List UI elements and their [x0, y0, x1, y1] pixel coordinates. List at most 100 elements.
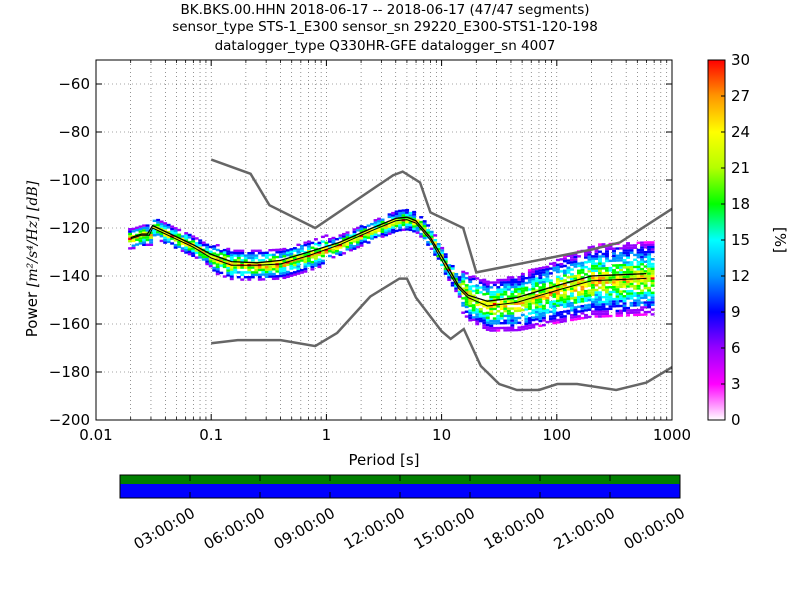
heatmap-cell — [612, 269, 616, 272]
heatmap-cell — [615, 264, 620, 267]
heatmap-cell — [587, 246, 592, 249]
heatmap-cell — [356, 229, 360, 232]
heatmap-cell — [524, 305, 529, 309]
heatmap-cell — [285, 253, 290, 257]
heatmap-cell — [615, 247, 620, 250]
heatmap-cell — [629, 297, 634, 300]
heatmap-cell — [503, 283, 508, 286]
heatmap-cell — [310, 253, 315, 257]
heatmap-cell — [612, 300, 616, 303]
heatmap-cell — [562, 269, 567, 272]
heatmap-cell — [373, 226, 378, 229]
heatmap-cell — [545, 280, 550, 283]
heatmap-cell — [612, 302, 616, 306]
heatmap-cell — [650, 246, 655, 249]
heatmap-cell — [496, 295, 501, 299]
heatmap-cell — [580, 288, 585, 291]
figure-title-line-3: datalogger_type Q330HR-GFE datalogger_sn… — [214, 38, 556, 54]
heatmap-cell — [478, 307, 483, 311]
heatmap-cell — [338, 246, 343, 249]
heatmap-cell — [640, 282, 645, 285]
heatmap-cell — [517, 290, 522, 293]
heatmap-cell — [527, 324, 532, 327]
heatmap-cell — [198, 251, 203, 254]
heatmap-cell — [552, 309, 557, 313]
heatmap-cell — [647, 289, 652, 292]
heatmap-cell — [264, 273, 269, 276]
heatmap-cell — [548, 317, 553, 321]
colorbar-tick-label: 0 — [731, 411, 741, 429]
heatmap-cell — [569, 256, 574, 259]
heatmap-cell — [569, 289, 574, 293]
heatmap-cell — [261, 270, 266, 274]
heatmap-cell — [650, 277, 655, 280]
heatmap-cell — [489, 310, 494, 313]
heatmap-cell — [247, 278, 252, 281]
heatmap-cell — [531, 285, 536, 288]
heatmap-cell — [317, 244, 322, 247]
heatmap-cell — [250, 266, 255, 269]
heatmap-cell — [226, 271, 231, 275]
heatmap-cell — [562, 259, 567, 263]
heatmap-cell — [296, 262, 301, 266]
heatmap-cell — [159, 222, 164, 226]
heatmap-cell — [464, 293, 469, 297]
heatmap-cell — [562, 288, 567, 292]
heatmap-cell — [478, 291, 483, 294]
heatmap-cell — [398, 214, 403, 217]
heatmap-cell — [591, 281, 595, 284]
heatmap-cell — [285, 270, 290, 274]
heatmap-cell — [275, 255, 280, 259]
heatmap-cell — [559, 279, 564, 283]
high-noise-model-line — [210, 158, 673, 274]
heatmap-cell — [219, 264, 224, 267]
heatmap-cell — [640, 313, 645, 316]
heatmap-cell — [608, 300, 613, 303]
heatmap-cell — [475, 315, 480, 319]
heatmap-cell — [640, 291, 645, 295]
heatmap-cell — [643, 270, 648, 273]
heatmap-cell — [608, 293, 613, 296]
heatmap-cell — [380, 220, 385, 224]
heatmap-cell — [605, 303, 609, 306]
heatmap-cell — [461, 277, 466, 281]
heatmap-cell — [598, 310, 602, 313]
heatmap-cell — [608, 286, 613, 289]
heatmap-cell — [299, 254, 304, 257]
heatmap-cell — [573, 274, 578, 278]
heatmap-cell — [513, 295, 518, 298]
heatmap-cell — [412, 230, 417, 233]
heatmap-cell — [513, 283, 518, 286]
heatmap-cell — [478, 286, 483, 289]
heatmap-cell — [384, 229, 389, 232]
heatmap-cell — [615, 256, 620, 260]
x-tick-label: 1 — [322, 426, 332, 444]
heatmap-cell — [517, 287, 522, 291]
heatmap-cell — [573, 253, 578, 256]
heatmap-cell — [636, 301, 641, 305]
heatmap-cell — [573, 265, 578, 268]
heatmap-cell — [520, 304, 525, 307]
heatmap-cell — [485, 311, 490, 315]
heatmap-cell — [569, 277, 574, 281]
heatmap-cell — [205, 258, 210, 261]
heatmap-cell — [436, 254, 441, 258]
heatmap-cell — [468, 316, 473, 320]
heatmap-cell — [615, 302, 620, 305]
heatmap-cell — [240, 266, 245, 269]
heatmap-cell — [268, 270, 273, 274]
heatmap-cell — [205, 255, 210, 259]
heatmap-cell — [478, 310, 483, 313]
heatmap-cell — [510, 326, 515, 330]
heatmap-cell — [541, 309, 546, 312]
heatmap-cell — [257, 273, 262, 276]
heatmap-cell — [128, 232, 133, 236]
heatmap-cell — [538, 271, 543, 275]
heatmap-cell — [594, 281, 599, 285]
heatmap-cell — [391, 226, 396, 229]
heatmap-cell — [591, 267, 595, 270]
heatmap-cell — [559, 313, 564, 316]
heatmap-cell — [471, 318, 476, 321]
heatmap-cell — [601, 281, 606, 284]
heatmap-cell — [184, 246, 189, 249]
